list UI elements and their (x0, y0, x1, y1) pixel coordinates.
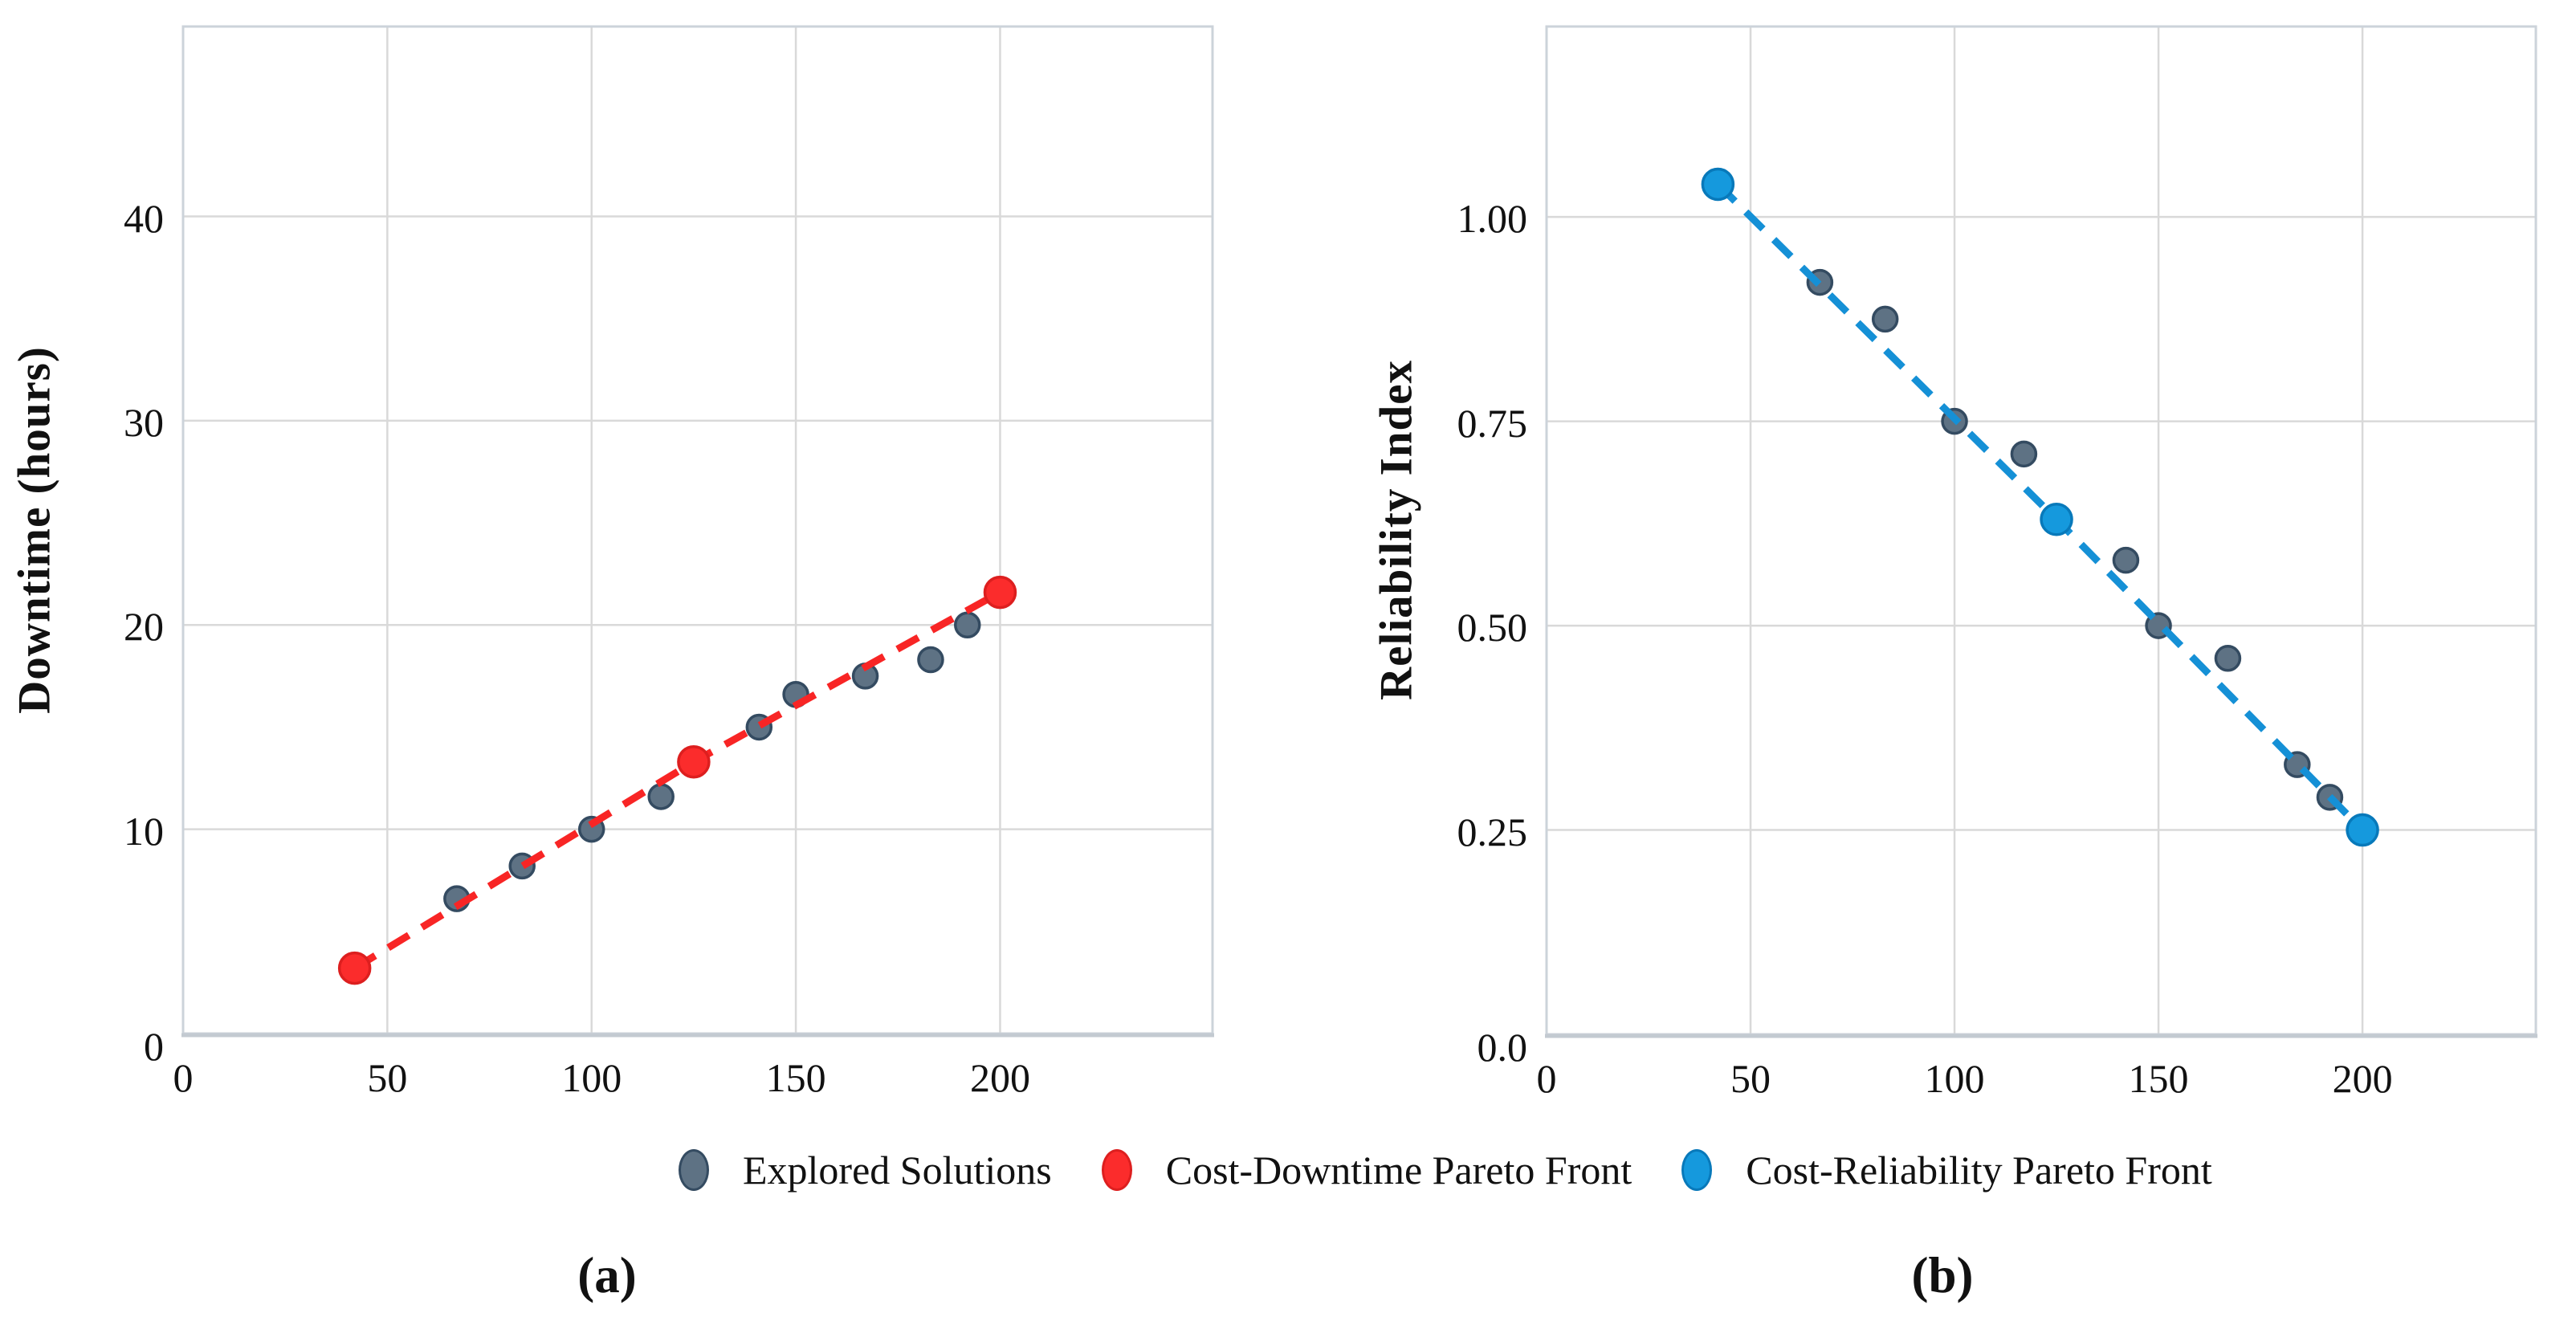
a-y-tick-0: 0 (144, 1024, 164, 1069)
b-x-tick-0: 0 (1536, 1056, 1557, 1101)
b-y-tick-0.50: 0.50 (1457, 605, 1528, 650)
panel-caption-a: (a) (577, 1247, 637, 1303)
gray-dot-icon (679, 1149, 709, 1191)
legend-label-cost-reliability: Cost-Reliability Pareto Front (1746, 1148, 2212, 1193)
b-x-tick-100: 100 (1924, 1056, 1985, 1101)
legend-item-cost-reliability: Cost-Reliability Pareto Front (1681, 1147, 2212, 1193)
a-x-tick-200: 200 (969, 1055, 1030, 1100)
b-y-tick-0.75: 0.75 (1457, 400, 1528, 446)
a-y-tick-10: 10 (124, 808, 164, 854)
legend-label-explored: Explored Solutions (743, 1148, 1052, 1193)
legend-item-explored: Explored Solutions (679, 1147, 1052, 1193)
a-y-tick-30: 30 (124, 399, 164, 445)
a-x-tick-0: 0 (173, 1055, 194, 1100)
b-x-tick-50: 50 (1730, 1056, 1771, 1101)
b-y-tick-0.25: 0.25 (1457, 809, 1528, 854)
a-y-tick-40: 40 (124, 195, 164, 241)
legend: Explored Solutions Cost-Downtime Pareto … (679, 1134, 2212, 1206)
legend-label-cost-downtime: Cost-Downtime Pareto Front (1165, 1148, 1632, 1193)
red-dot-icon (1101, 1149, 1132, 1191)
a-y-tick-20: 20 (124, 604, 164, 650)
a-x-tick-150: 150 (765, 1055, 826, 1100)
b-y-tick-1.00: 1.00 (1457, 196, 1528, 242)
a-x-tick-50: 50 (367, 1055, 408, 1100)
legend-item-cost-downtime: Cost-Downtime Pareto Front (1101, 1147, 1632, 1193)
b-x-tick-200: 200 (2332, 1056, 2393, 1101)
panel-caption-b: (b) (1911, 1247, 1974, 1303)
a-x-tick-100: 100 (561, 1055, 622, 1100)
blue-dot-icon (1681, 1149, 1713, 1191)
b-x-tick-150: 150 (2128, 1056, 2189, 1101)
b-y-tick-0.0: 0.0 (1477, 1025, 1528, 1070)
